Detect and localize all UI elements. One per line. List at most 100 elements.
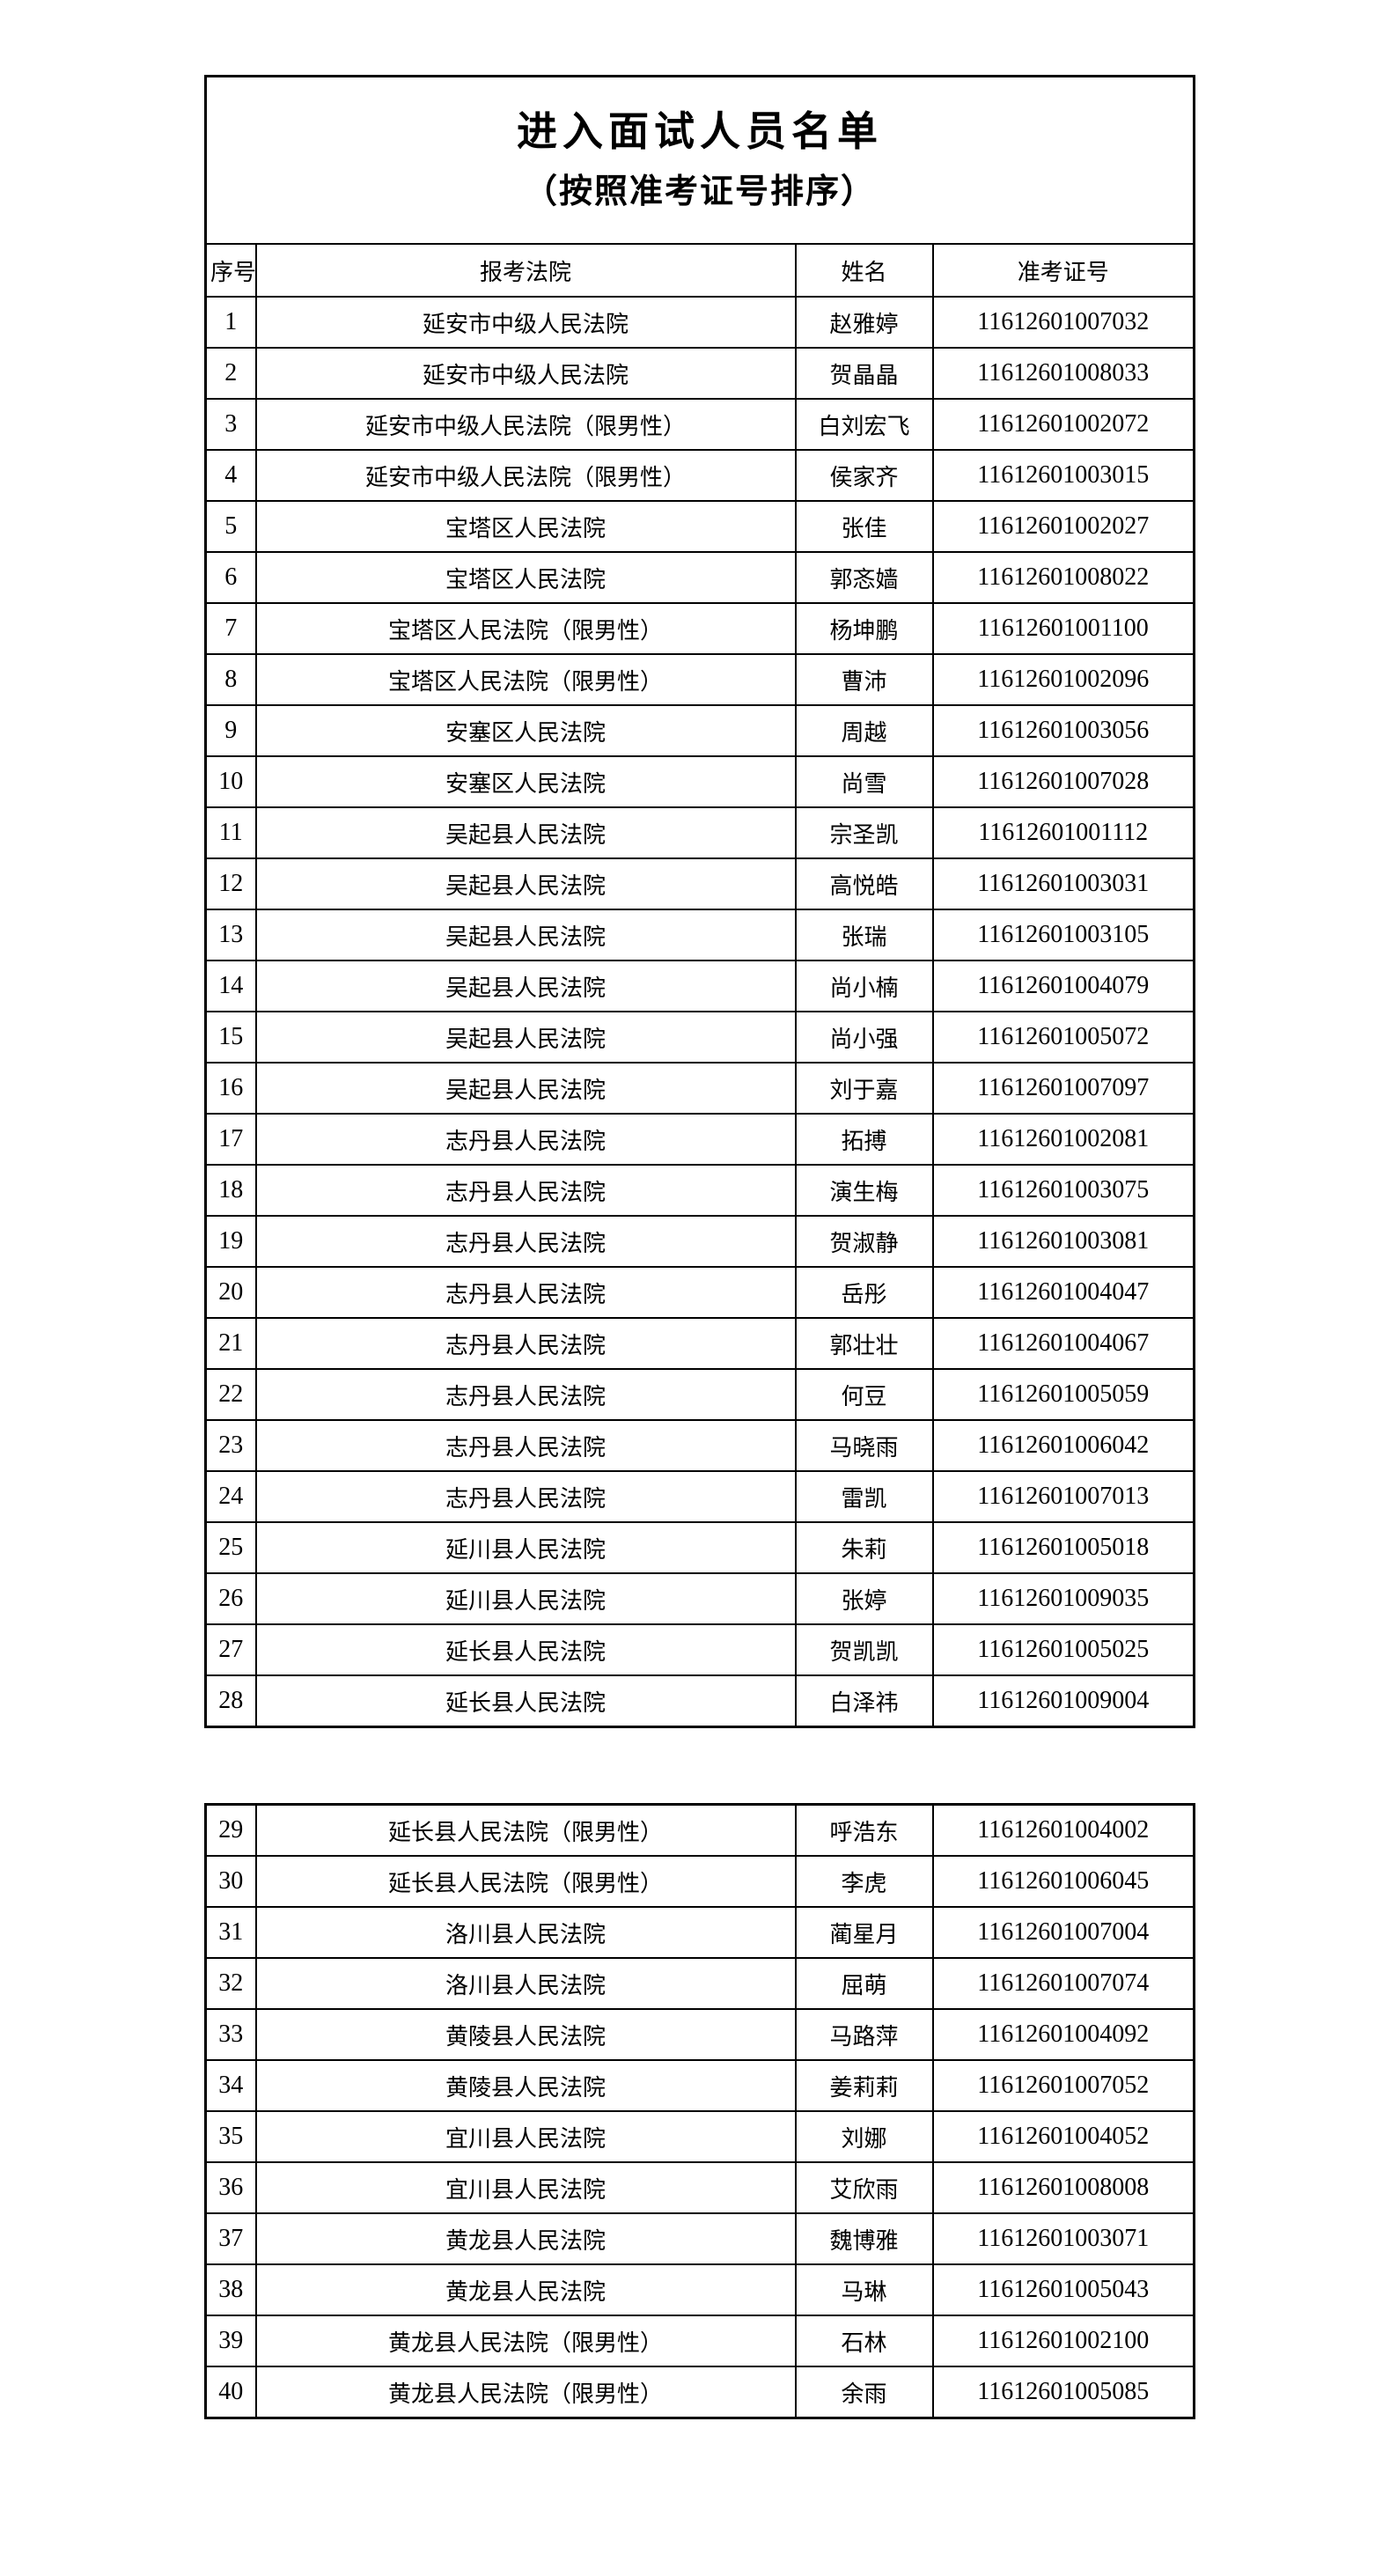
table-row: 36 宜川县人民法院 艾欣雨 11612601008008	[204, 2161, 1195, 2214]
row-index-cell: 33	[204, 2008, 257, 2061]
ticket-number-cell: 11612601003056	[931, 704, 1195, 757]
ticket-number-cell: 11612601009004	[931, 1674, 1195, 1728]
court-cell: 吴起县人民法院	[254, 909, 797, 961]
court-cell: 宝塔区人民法院（限男性）	[254, 602, 797, 655]
court-cell: 安塞区人民法院	[254, 755, 797, 808]
ticket-number-cell: 11612601007004	[931, 1906, 1195, 1959]
court-cell: 志丹县人民法院	[254, 1419, 797, 1472]
ticket-number-cell: 11612601005085	[931, 2366, 1195, 2419]
name-cell: 尚小强	[794, 1011, 934, 1064]
row-index-cell: 39	[204, 2315, 257, 2367]
court-cell: 黄陵县人民法院	[254, 2059, 797, 2112]
court-cell: 安塞区人民法院	[254, 704, 797, 757]
table-row: 23 志丹县人民法院 马晓雨 11612601006042	[204, 1419, 1195, 1472]
name-cell: 贺淑静	[794, 1215, 934, 1268]
row-index-cell: 38	[204, 2263, 257, 2316]
court-cell: 吴起县人民法院	[254, 857, 797, 910]
court-cell: 吴起县人民法院	[254, 1062, 797, 1115]
column-header-court: 报考法院	[254, 243, 797, 298]
row-index-cell: 29	[204, 1803, 257, 1857]
row-index-cell: 15	[204, 1011, 257, 1064]
name-cell: 魏博雅	[794, 2212, 934, 2265]
name-cell: 杨坤鹏	[794, 602, 934, 655]
row-index-cell: 25	[204, 1521, 257, 1574]
name-cell: 朱莉	[794, 1521, 934, 1574]
ticket-number-cell: 11612601003071	[931, 2212, 1195, 2265]
court-cell: 志丹县人民法院	[254, 1266, 797, 1319]
ticket-number-cell: 11612601003105	[931, 909, 1195, 961]
name-cell: 何豆	[794, 1368, 934, 1421]
court-cell: 黄陵县人民法院	[254, 2008, 797, 2061]
ticket-number-cell: 11612601002081	[931, 1113, 1195, 1166]
table-title-cell: 进入面试人员名单 （按照准考证号排序）	[204, 75, 1195, 245]
court-cell: 黄龙县人民法院（限男性）	[254, 2315, 797, 2367]
name-cell: 余雨	[794, 2366, 934, 2419]
ticket-number-cell: 11612601008033	[931, 347, 1195, 400]
court-cell: 延长县人民法院（限男性）	[254, 1855, 797, 1908]
row-index-cell: 22	[204, 1368, 257, 1421]
name-cell: 马晓雨	[794, 1419, 934, 1472]
name-cell: 艾欣雨	[794, 2161, 934, 2214]
name-cell: 李虎	[794, 1855, 934, 1908]
ticket-number-cell: 11612601007013	[931, 1470, 1195, 1523]
table-row: 40 黄龙县人民法院（限男性） 余雨 11612601005085	[204, 2366, 1195, 2419]
ticket-number-cell: 11612601004092	[931, 2008, 1195, 2061]
court-cell: 志丹县人民法院	[254, 1215, 797, 1268]
court-cell: 延安市中级人民法院	[254, 296, 797, 349]
row-index-cell: 40	[204, 2366, 257, 2419]
ticket-number-cell: 11612601005043	[931, 2263, 1195, 2316]
name-cell: 赵雅婷	[794, 296, 934, 349]
name-cell: 马琳	[794, 2263, 934, 2316]
column-header-name: 姓名	[794, 243, 934, 298]
table-row: 25 延川县人民法院 朱莉 11612601005018	[204, 1521, 1195, 1574]
name-cell: 呼浩东	[794, 1803, 934, 1857]
court-cell: 洛川县人民法院	[254, 1957, 797, 2010]
ticket-number-cell: 11612601002072	[931, 398, 1195, 451]
court-cell: 黄龙县人民法院（限男性）	[254, 2366, 797, 2419]
row-index-cell: 34	[204, 2059, 257, 2112]
row-index-cell: 26	[204, 1572, 257, 1625]
table-row: 8 宝塔区人民法院（限男性） 曹沛 11612601002096	[204, 653, 1195, 706]
row-index-cell: 28	[204, 1674, 257, 1728]
name-cell: 张婷	[794, 1572, 934, 1625]
name-cell: 张佳	[794, 500, 934, 553]
row-index-cell: 4	[204, 449, 257, 502]
row-index-cell: 16	[204, 1062, 257, 1115]
row-index-cell: 30	[204, 1855, 257, 1908]
name-cell: 演生梅	[794, 1164, 934, 1217]
court-cell: 延川县人民法院	[254, 1521, 797, 1574]
table-row: 14 吴起县人民法院 尚小楠 11612601004079	[204, 960, 1195, 1012]
name-cell: 拓搏	[794, 1113, 934, 1166]
column-header-ticket: 准考证号	[931, 243, 1195, 298]
row-index-cell: 7	[204, 602, 257, 655]
ticket-number-cell: 11612601005018	[931, 1521, 1195, 1574]
name-cell: 刘娜	[794, 2110, 934, 2163]
row-index-cell: 12	[204, 857, 257, 910]
name-cell: 尚雪	[794, 755, 934, 808]
ticket-number-cell: 11612601003031	[931, 857, 1195, 910]
court-cell: 志丹县人民法院	[254, 1164, 797, 1217]
title-row: 进入面试人员名单 （按照准考证号排序）	[204, 75, 1195, 245]
name-cell: 雷凯	[794, 1470, 934, 1523]
ticket-number-cell: 11612601004052	[931, 2110, 1195, 2163]
name-cell: 周越	[794, 704, 934, 757]
table-row: 15 吴起县人民法院 尚小强 11612601005072	[204, 1011, 1195, 1064]
name-cell: 贺凯凯	[794, 1623, 934, 1676]
table-row: 7 宝塔区人民法院（限男性） 杨坤鹏 11612601001100	[204, 602, 1195, 655]
row-index-cell: 6	[204, 551, 257, 604]
ticket-number-cell: 11612601005072	[931, 1011, 1195, 1064]
table-row: 10 安塞区人民法院 尚雪 11612601007028	[204, 755, 1195, 808]
court-cell: 宝塔区人民法院	[254, 551, 797, 604]
court-cell: 宝塔区人民法院	[254, 500, 797, 553]
court-cell: 志丹县人民法院	[254, 1113, 797, 1166]
name-cell: 郭壮壮	[794, 1317, 934, 1370]
table-row: 31 洛川县人民法院 蔺星月 11612601007004	[204, 1906, 1195, 1959]
name-cell: 高悦皓	[794, 857, 934, 910]
ticket-number-cell: 11612601003081	[931, 1215, 1195, 1268]
row-index-cell: 36	[204, 2161, 257, 2214]
table-row: 5 宝塔区人民法院 张佳 11612601002027	[204, 500, 1195, 553]
ticket-number-cell: 11612601007074	[931, 1957, 1195, 2010]
row-index-cell: 35	[204, 2110, 257, 2163]
court-cell: 宜川县人民法院	[254, 2161, 797, 2214]
